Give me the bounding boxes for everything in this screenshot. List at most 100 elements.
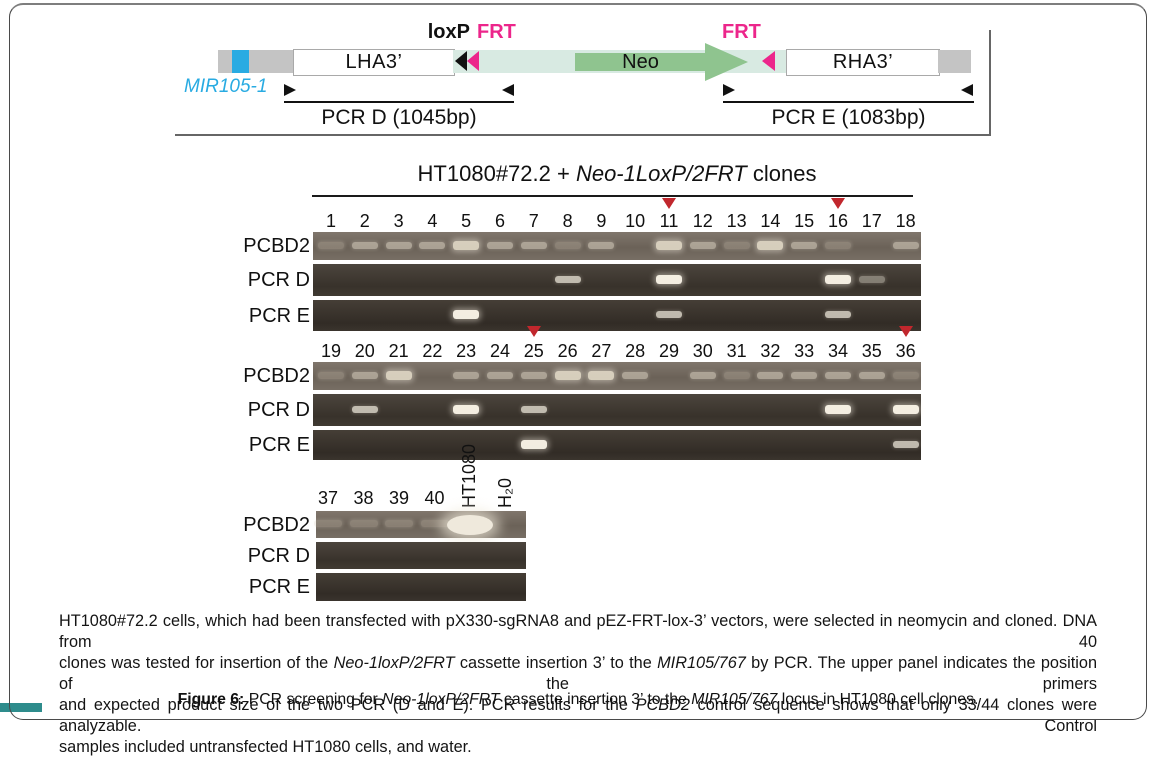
pcr-d-forward-primer-icon: [284, 84, 296, 96]
gel-panel-title: HT1080#72.2 + Neo-1LoxP/2FRT clones: [313, 161, 921, 187]
gel-band: [385, 520, 413, 527]
lane-number: 36: [895, 341, 916, 361]
loxp-site-icon: [455, 51, 467, 71]
text-segment: MIR105/767: [657, 654, 746, 672]
gel-band: [349, 520, 378, 527]
loxp-label: loxP: [427, 21, 470, 43]
gel-band: [825, 311, 851, 318]
gel-band: [858, 371, 885, 379]
gel-row-label: PCR D: [247, 269, 310, 291]
gel-row-pcbd2: [313, 232, 921, 260]
lane-number: 5: [461, 211, 472, 231]
gel-band: [453, 310, 480, 319]
gel-row-label: PCR E: [248, 434, 310, 456]
gel-band: [554, 241, 581, 249]
lane-number: 28: [625, 341, 646, 361]
gel-band: [757, 371, 784, 379]
gel-band: [825, 404, 851, 414]
lane-number: 9: [596, 211, 607, 231]
gel-band: [314, 520, 342, 527]
gel-band: [487, 241, 513, 249]
text-segment: HT1080#72.2 cells, which had been transf…: [59, 612, 1097, 651]
gel-band: [351, 241, 378, 249]
genomic-right-segment: [938, 50, 971, 73]
lane-number: 25: [523, 341, 544, 361]
pcr-e-reverse-primer-icon: [961, 84, 973, 96]
lane-number: 29: [658, 341, 680, 361]
lane-number: 27: [591, 341, 612, 361]
text-segment: HT1080#72.2 +: [417, 161, 576, 186]
text-segment: Figure 6:: [177, 691, 245, 708]
pcr-e-label: PCR E (1083bp): [771, 106, 926, 129]
lane-number: 12: [692, 211, 713, 231]
gel-band: [656, 240, 682, 250]
gel-row-pcr-e: [313, 430, 921, 460]
lane-number: 14: [760, 211, 781, 231]
text-segment: Neo-1loxP/2FRT: [333, 654, 455, 672]
gel-band: [351, 405, 378, 413]
gel-band: [453, 240, 480, 250]
gel-band: [689, 241, 716, 249]
gel-band: [520, 241, 547, 249]
positive-clone-marker: [526, 326, 541, 337]
gel-band: [419, 241, 446, 249]
text-segment: Neo-1loxP/2FRT: [382, 691, 500, 708]
lane-number: 30: [692, 341, 713, 361]
lane-number: 16: [827, 211, 849, 231]
control-lane-label: HT1080: [459, 443, 479, 508]
gel-band: [791, 371, 818, 379]
genomic-left-segment: [218, 50, 295, 73]
lane-number: 17: [861, 211, 882, 231]
gel-band: [453, 371, 480, 379]
gel-row-label: PCR D: [247, 544, 310, 567]
rha3-box: RHA3’: [786, 49, 940, 76]
frt-left-label: FRT: [477, 21, 516, 43]
gel-row-pcr-d: [313, 394, 921, 426]
gel-title-underline: [312, 195, 913, 197]
lane-number: 20: [354, 341, 375, 361]
lane-number: 26: [557, 341, 578, 361]
gel-band: [554, 275, 581, 283]
text-segment: PCR screening for: [244, 691, 383, 708]
gel-band: [588, 241, 615, 249]
text-segment: clones was tested for insertion of the: [59, 654, 334, 672]
lane-number: 18: [895, 211, 916, 231]
text-segment: clones: [746, 161, 817, 186]
figure-caption: Figure 6: PCR screening for Neo-1loxP/2F…: [60, 691, 1096, 709]
positive-clone-marker: [662, 198, 676, 209]
rha3-label: RHA3’: [832, 51, 894, 73]
gel-band: [892, 440, 919, 448]
lane-number: 34: [827, 341, 849, 361]
lane-number: 21: [388, 341, 409, 361]
gel-row-pcr-d: [316, 542, 526, 569]
mir105-box: [232, 50, 249, 73]
lane-number: 2: [359, 211, 370, 231]
lane-number: 10: [625, 211, 646, 231]
gel-band: [520, 439, 547, 449]
text-segment: samples included untransfected HT1080 ce…: [59, 738, 472, 756]
gel-band: [318, 371, 344, 379]
gel-row-label: PCR E: [248, 576, 310, 598]
gel-row-label: PCBD2: [243, 235, 310, 257]
text-segment: locus in HT1080 cell clones.: [777, 691, 979, 708]
positive-clone-marker: [831, 198, 845, 209]
text-segment: cassette insertion 3’ to the: [454, 654, 658, 672]
lane-number: 7: [528, 211, 539, 231]
lane-number: 3: [393, 211, 404, 231]
gel-band: [825, 371, 851, 379]
lane-number: 1: [325, 211, 336, 231]
mir105-label: MIR105-1: [184, 76, 268, 97]
text-segment: PCBD2: [635, 696, 690, 714]
diagram-box-bottom-line: [175, 134, 991, 136]
gel-band: [453, 404, 480, 414]
gel-band: [588, 370, 615, 380]
gel-row-label: PCR E: [248, 304, 310, 327]
gel-band: [825, 241, 851, 249]
gel-row-label: PCBD2: [243, 513, 310, 536]
gel-band: [723, 241, 750, 249]
text-segment: MIR105/767: [691, 691, 778, 708]
caption-line: HT1080#72.2 cells, which had been transf…: [59, 611, 1097, 653]
gel-band: [689, 371, 716, 379]
lha3-label: LHA3’: [345, 51, 403, 73]
gel-band: [892, 241, 919, 249]
